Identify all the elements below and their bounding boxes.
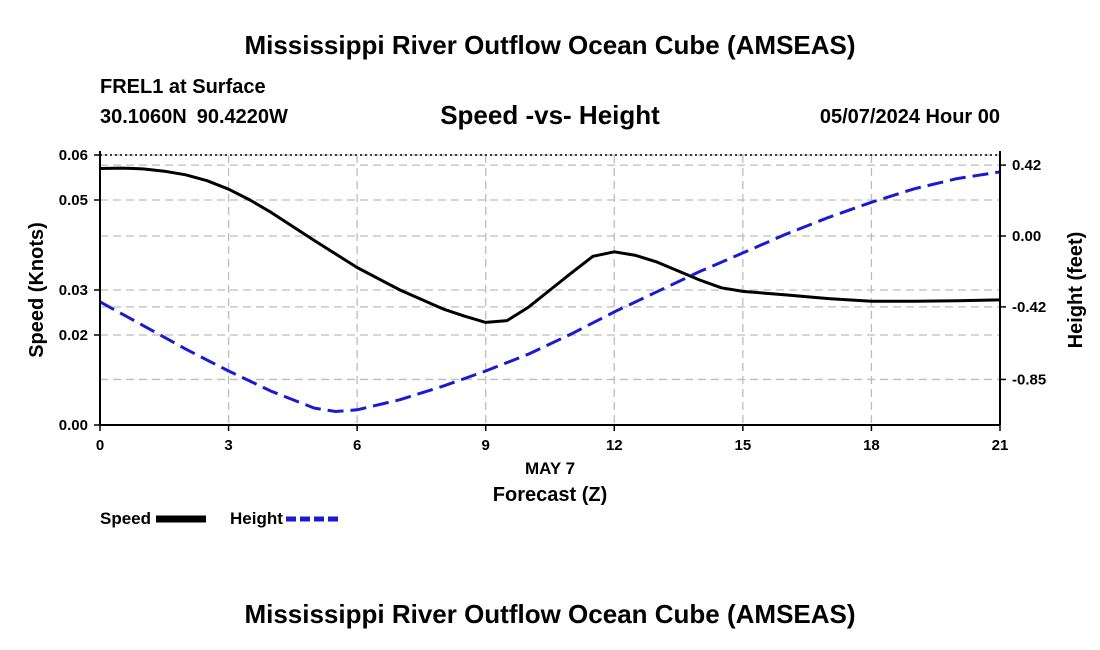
series-line-height	[99, 170, 1001, 413]
station-label: FREL1 at Surface	[100, 76, 266, 98]
y-right-tick-label: 0.00	[1012, 228, 1041, 245]
y-left-tick-label: 0.05	[59, 192, 88, 209]
x-axis-date-label: MAY 7	[525, 459, 575, 478]
legend-height: Height	[230, 509, 340, 529]
y-axis-label-right: Height (feet)	[1065, 232, 1087, 349]
x-tick-label: 12	[606, 437, 623, 454]
x-tick-label: 3	[224, 437, 232, 454]
y-axis-label-left: Speed (Knots)	[26, 222, 48, 358]
footer-title: Mississippi River Outflow Ocean Cube (AM…	[244, 599, 856, 629]
longitude-label: 90.4220W	[196, 106, 288, 128]
x-axis-label: Forecast (Z)	[493, 484, 607, 506]
x-tick-label: 6	[353, 437, 361, 454]
chart-title: Speed -vs- Height	[440, 100, 660, 130]
x-tick-label: 9	[482, 437, 490, 454]
x-tick-label: 18	[863, 437, 880, 454]
y-right-tick-label: -0.85	[1012, 371, 1046, 388]
series-line-speed	[99, 166, 1001, 324]
forecast-date: 05/07/2024 Hour 00	[819, 106, 1000, 128]
y-right-tick-label: 0.42	[1012, 157, 1041, 174]
latitude-label: 30.1060N	[100, 106, 187, 128]
legend-speed-label: Speed	[100, 509, 152, 528]
legend-speed: Speed	[100, 509, 208, 529]
x-tick-label: 15	[735, 437, 752, 454]
x-tick-label: 21	[992, 437, 1009, 454]
y-left-tick-label: 0.03	[59, 282, 88, 299]
tick-layer: 0 3 6 9 12 15 18 21 0.00 0.02 0.03 0.05 0.06 -0.85 -0.…	[59, 147, 1046, 454]
legend-height-label: Height	[230, 509, 283, 528]
station-coordinates: 30.1060N 90.4220W	[100, 106, 288, 129]
y-left-tick-label: 0.06	[59, 147, 88, 164]
legend-speed-swatch	[156, 515, 207, 523]
page-title: Mississippi River Outflow Ocean Cube (AM…	[244, 30, 856, 60]
legend-height-swatch	[285, 516, 338, 522]
x-tick-label: 0	[96, 437, 104, 454]
series-layer	[99, 166, 1001, 413]
y-left-tick-label: 0.00	[59, 417, 88, 434]
y-right-tick-label: -0.42	[1012, 299, 1046, 316]
y-left-tick-label: 0.02	[59, 327, 88, 344]
